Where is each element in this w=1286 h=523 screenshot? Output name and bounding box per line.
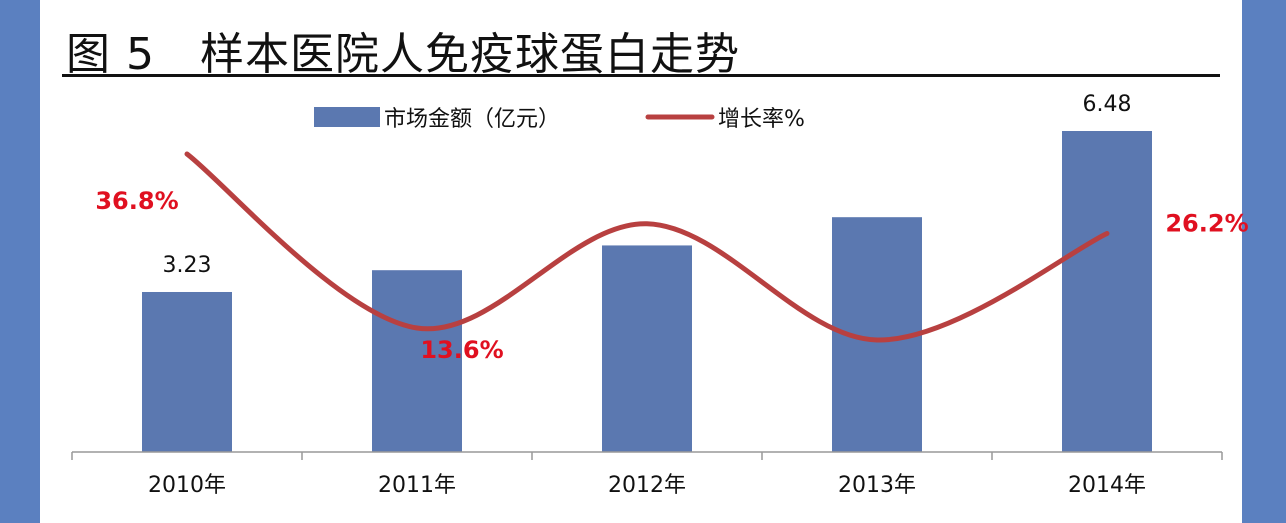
growth-rate-line — [184, 151, 1110, 343]
growth-rate-label: 26.2% — [1165, 210, 1248, 238]
bar-2014年 — [1062, 131, 1152, 452]
bar-2010年 — [142, 291, 232, 452]
x-tick-label: 2010年 — [148, 473, 226, 498]
legend-line-label: 增长率% — [718, 107, 805, 132]
growth-rate-label: 13.6% — [420, 336, 503, 364]
bar-2012年 — [602, 245, 692, 452]
x-tick-label: 2013年 — [838, 473, 916, 498]
x-tick-label: 2011年 — [378, 473, 456, 498]
x-tick-label: 2014年 — [1068, 473, 1146, 498]
growth-rate-label: 36.8% — [95, 187, 178, 215]
legend: 市场金额（亿元） 增长率% — [314, 107, 805, 132]
bar-value-label: 3.23 — [163, 253, 212, 278]
bar-2011年 — [372, 270, 462, 452]
chart-title: 图 5 样本医院人免疫球蛋白走势 — [66, 29, 740, 80]
right-accent-bar — [1242, 0, 1286, 523]
legend-bar-label: 市场金额（亿元） — [384, 107, 560, 132]
bar-value-label: 6.48 — [1083, 92, 1132, 117]
left-accent-bar — [0, 0, 40, 523]
title-underline — [62, 74, 1220, 77]
legend-bar-swatch — [314, 107, 380, 127]
x-tick-label: 2012年 — [608, 473, 686, 498]
